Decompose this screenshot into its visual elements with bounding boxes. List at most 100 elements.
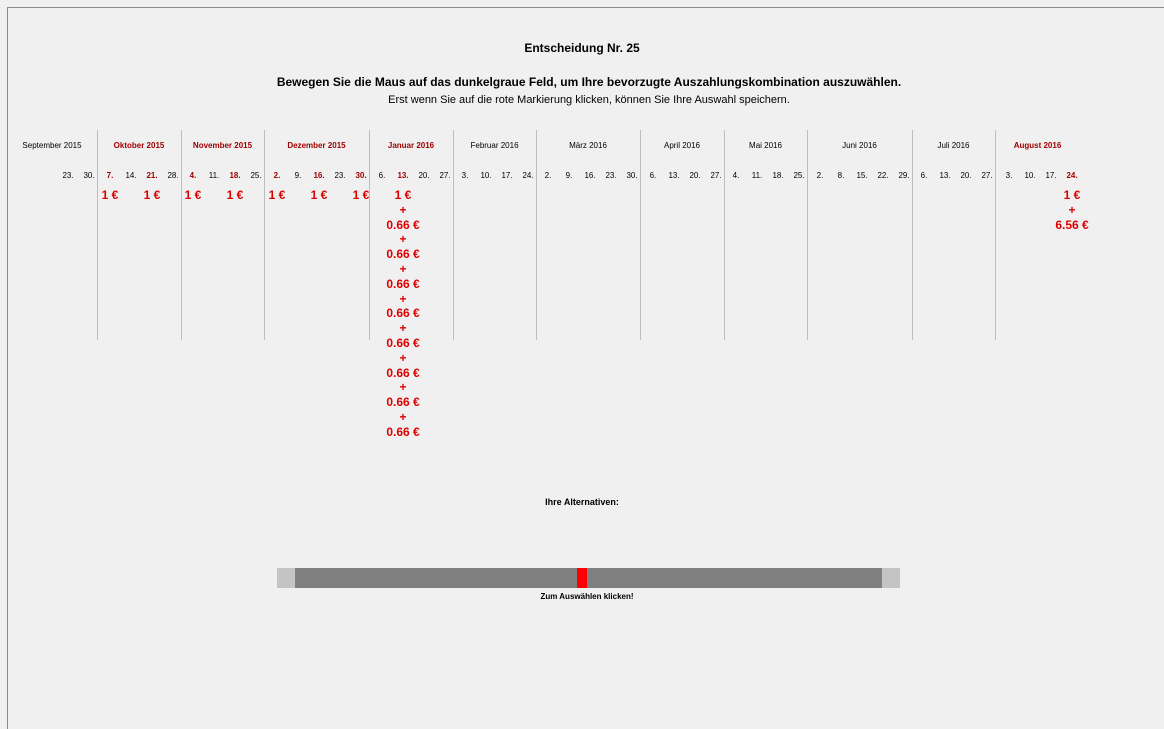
day-label: 25. bbox=[793, 171, 805, 180]
month-label: Mai 2016 bbox=[749, 141, 782, 150]
day-label: 3. bbox=[1005, 171, 1013, 180]
day-label: 18. bbox=[772, 171, 784, 180]
column-separator bbox=[807, 130, 808, 340]
day-label: 27. bbox=[710, 171, 722, 180]
month-label: April 2016 bbox=[663, 141, 701, 150]
slider-marker[interactable] bbox=[577, 568, 587, 588]
payment-line: + bbox=[399, 321, 407, 336]
payment-line: + bbox=[399, 232, 407, 247]
month-label: Oktober 2015 bbox=[113, 141, 165, 150]
day-label: 13. bbox=[668, 171, 680, 180]
payment-line: 1 € bbox=[1063, 188, 1081, 202]
payment-line: 0.66 € bbox=[386, 217, 420, 232]
month-label: Juli 2016 bbox=[937, 141, 970, 150]
day-label: 11. bbox=[208, 171, 220, 180]
day-label: 29. bbox=[898, 171, 910, 180]
payment-line: 0.66 € bbox=[386, 336, 420, 350]
day-label: 4. bbox=[732, 171, 740, 180]
payment-line: 0.66 € bbox=[386, 276, 420, 291]
day-label: 21. bbox=[146, 171, 158, 180]
day-label: 30. bbox=[83, 171, 95, 180]
day-label: 30. bbox=[626, 171, 638, 180]
alternatives-title: Ihre Alternativen: bbox=[545, 497, 619, 507]
day-label: 2. bbox=[273, 171, 281, 180]
day-label: 13. bbox=[397, 171, 409, 180]
payment-line: 0.66 € bbox=[386, 424, 420, 439]
column-separator bbox=[264, 130, 265, 340]
month-label: November 2015 bbox=[192, 141, 253, 150]
day-label: 20. bbox=[689, 171, 701, 180]
month-label: Juni 2016 bbox=[842, 141, 877, 150]
day-label: 15. bbox=[856, 171, 868, 180]
day-label: 14. bbox=[125, 171, 137, 180]
payment-line: 1 € bbox=[310, 188, 328, 202]
day-label: 22. bbox=[877, 171, 889, 180]
day-label: 23. bbox=[605, 171, 617, 180]
day-label: 17. bbox=[1045, 171, 1057, 180]
payment-line: 0.66 € bbox=[386, 395, 420, 410]
payment-line: 1 € bbox=[143, 188, 161, 202]
payment-line: 6.56 € bbox=[1055, 217, 1089, 232]
select-label: Zum Auswählen klicken! bbox=[540, 592, 634, 601]
day-label: 11. bbox=[751, 171, 763, 180]
day-label: 27. bbox=[439, 171, 451, 180]
day-label: 2. bbox=[816, 171, 824, 180]
column-separator bbox=[640, 130, 641, 340]
day-label: 13. bbox=[939, 171, 951, 180]
payment-line: 0.66 € bbox=[386, 365, 420, 380]
day-label: 20. bbox=[960, 171, 972, 180]
month-label: Dezember 2015 bbox=[287, 141, 346, 150]
column-separator bbox=[453, 130, 454, 340]
day-label: 17. bbox=[501, 171, 513, 180]
day-label: 23. bbox=[334, 171, 346, 180]
day-label: 9. bbox=[294, 171, 302, 180]
day-label: 25. bbox=[250, 171, 262, 180]
day-label: 24. bbox=[522, 171, 534, 180]
day-label: 23. bbox=[62, 171, 74, 180]
day-label: 6. bbox=[920, 171, 928, 180]
month-label: Januar 2016 bbox=[387, 141, 435, 150]
day-label: 27. bbox=[981, 171, 993, 180]
day-label: 10. bbox=[480, 171, 492, 180]
payment-line: + bbox=[1068, 202, 1076, 217]
column-separator bbox=[97, 130, 98, 340]
note: Erst wenn Sie auf die rote Markierung kl… bbox=[388, 94, 790, 106]
instruction: Bewegen Sie die Maus auf das dunkelgraue… bbox=[276, 75, 902, 89]
day-label: 10. bbox=[1024, 171, 1036, 180]
day-label: 18. bbox=[229, 171, 241, 180]
column-separator bbox=[181, 130, 182, 340]
payment-line: 0.66 € bbox=[386, 247, 420, 262]
month-label: März 2016 bbox=[569, 141, 607, 150]
payment-line: + bbox=[399, 380, 407, 395]
payment-line: 1 € bbox=[184, 188, 202, 202]
title: Entscheidung Nr. 25 bbox=[524, 41, 640, 55]
column-separator bbox=[536, 130, 537, 340]
day-label: 6. bbox=[378, 171, 386, 180]
month-label: Februar 2016 bbox=[470, 141, 519, 150]
payment-line: 1 € bbox=[226, 188, 244, 202]
day-label: 3. bbox=[461, 171, 469, 180]
payment-line: + bbox=[399, 262, 407, 276]
column-separator bbox=[995, 130, 996, 340]
day-label: 7. bbox=[106, 171, 114, 180]
day-label: 4. bbox=[189, 171, 197, 180]
payment-line: 1 € bbox=[394, 188, 412, 202]
day-label: 30. bbox=[355, 171, 367, 180]
month-label: August 2016 bbox=[1013, 141, 1062, 150]
payment-line: 0.66 € bbox=[386, 306, 420, 321]
day-label: 16. bbox=[584, 171, 596, 180]
payment-line: 1 € bbox=[352, 188, 370, 202]
day-label: 20. bbox=[418, 171, 430, 180]
slider[interactable] bbox=[277, 568, 900, 588]
day-label: 2. bbox=[544, 171, 552, 180]
frame bbox=[7, 7, 1164, 729]
payment-line: 1 € bbox=[101, 188, 119, 202]
slider-track[interactable] bbox=[295, 568, 882, 588]
payment-line: + bbox=[399, 202, 407, 217]
payment-line: + bbox=[399, 291, 407, 306]
payment-line: + bbox=[399, 410, 407, 424]
month-label: September 2015 bbox=[22, 141, 82, 150]
column-separator bbox=[724, 130, 725, 340]
day-label: 8. bbox=[837, 171, 845, 180]
